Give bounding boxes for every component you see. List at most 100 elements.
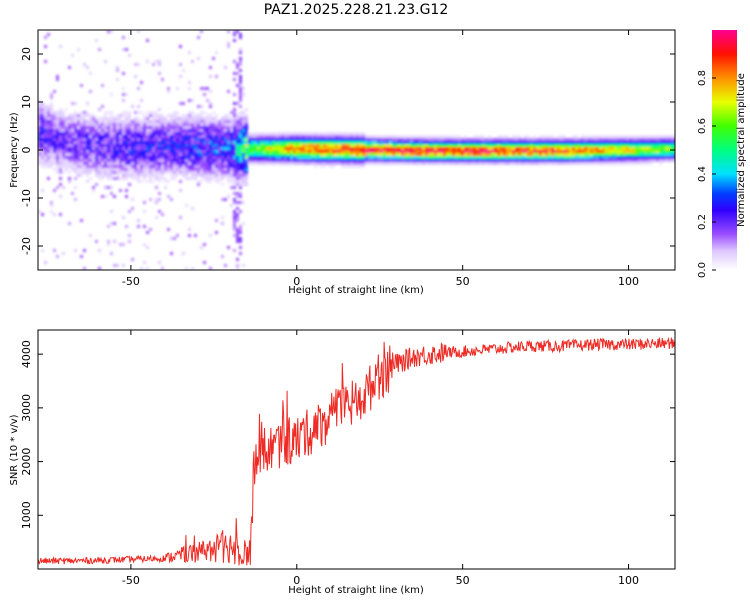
- heatmap-cell: [242, 153, 245, 156]
- heatmap-cell: [521, 138, 524, 141]
- heatmap-cell: [101, 129, 104, 132]
- heatmap-cell: [47, 120, 50, 123]
- heatmap-cell: [302, 135, 305, 138]
- heatmap-cell: [308, 147, 311, 150]
- heatmap-cell: [479, 138, 482, 141]
- heatmap-cell: [572, 159, 575, 162]
- heatmap-cell: [200, 165, 203, 168]
- heatmap-cell: [353, 138, 356, 141]
- heatmap-cell: [137, 177, 140, 180]
- heatmap-cell: [641, 150, 644, 153]
- heatmap-cell: [158, 162, 161, 165]
- heatmap-cell: [185, 144, 188, 147]
- heatmap-cell: [248, 135, 251, 138]
- heatmap-cell: [59, 117, 62, 120]
- heatmap-cell: [563, 156, 566, 159]
- heatmap-cell: [122, 168, 125, 171]
- heatmap-cell: [209, 138, 212, 141]
- heatmap-cell: [152, 138, 155, 141]
- heatmap-cell: [650, 141, 653, 144]
- heatmap-cell: [659, 135, 662, 138]
- heatmap-cell: [44, 117, 47, 120]
- heatmap-cell: [197, 180, 200, 183]
- heatmap-cell: [383, 135, 386, 138]
- heatmap-cell: [209, 105, 212, 108]
- heatmap-cell: [275, 156, 278, 159]
- heatmap-cell: [587, 141, 590, 144]
- heatmap-cell: [272, 141, 275, 144]
- heatmap-cell: [401, 153, 404, 156]
- heatmap-cell: [221, 222, 224, 225]
- heatmap-cell: [476, 150, 479, 153]
- heatmap-cell: [545, 138, 548, 141]
- heatmap-cell: [650, 153, 653, 156]
- heatmap-cell: [239, 171, 242, 174]
- heatmap-cell: [62, 114, 65, 117]
- heatmap-cell: [491, 153, 494, 156]
- heatmap-cell: [242, 138, 245, 141]
- heatmap-cell: [242, 201, 245, 204]
- heatmap-cell: [107, 144, 110, 147]
- heatmap-cell: [317, 156, 320, 159]
- heatmap-cell: [218, 156, 221, 159]
- heatmap-cell: [248, 153, 251, 156]
- heatmap-cell: [515, 135, 518, 138]
- heatmap-cell: [587, 138, 590, 141]
- heatmap-cell: [173, 168, 176, 171]
- heatmap-cell: [215, 129, 218, 132]
- heatmap-cell: [662, 147, 665, 150]
- heatmap-cell: [173, 123, 176, 126]
- x-axis-label-bottom: Height of straight line (km): [288, 585, 424, 596]
- heatmap-cell: [158, 174, 161, 177]
- heatmap-cell: [389, 153, 392, 156]
- heatmap-cell: [239, 174, 242, 177]
- heatmap-cell: [221, 123, 224, 126]
- heatmap-cell: [557, 156, 560, 159]
- heatmap-cell: [200, 171, 203, 174]
- heatmap-cell: [329, 144, 332, 147]
- heatmap-cell: [347, 159, 350, 162]
- heatmap-cell: [425, 159, 428, 162]
- heatmap-cell: [557, 144, 560, 147]
- heatmap-cell: [74, 198, 77, 201]
- heatmap-cell: [662, 150, 665, 153]
- heatmap-cell: [476, 153, 479, 156]
- heatmap-cell: [233, 201, 236, 204]
- heatmap-cell: [617, 156, 620, 159]
- heatmap-cell: [293, 162, 296, 165]
- heatmap-cell: [167, 132, 170, 135]
- heatmap-cell: [137, 180, 140, 183]
- heatmap-cell: [491, 159, 494, 162]
- heatmap-cell: [377, 141, 380, 144]
- heatmap-cell: [236, 228, 239, 231]
- heatmap-cell: [155, 159, 158, 162]
- heatmap-cell: [572, 135, 575, 138]
- heatmap-cell: [110, 171, 113, 174]
- heatmap-cell: [155, 114, 158, 117]
- heatmap-cell: [644, 153, 647, 156]
- heatmap-cell: [644, 147, 647, 150]
- heatmap-cell: [344, 159, 347, 162]
- heatmap-cell: [635, 159, 638, 162]
- heatmap-cell: [281, 150, 284, 153]
- heatmap-cell: [56, 144, 59, 147]
- heatmap-cell: [182, 114, 185, 117]
- heatmap-cell: [101, 171, 104, 174]
- heatmap-cell: [77, 147, 80, 150]
- heatmap-cell: [119, 153, 122, 156]
- heatmap-cell: [38, 108, 41, 111]
- heatmap-cell: [392, 144, 395, 147]
- heatmap-cell: [56, 159, 59, 162]
- heatmap-cell: [65, 144, 68, 147]
- heatmap-cell: [164, 165, 167, 168]
- heatmap-cell: [203, 171, 206, 174]
- heatmap-cell: [539, 144, 542, 147]
- heatmap-cell: [404, 141, 407, 144]
- heatmap-cell: [167, 195, 170, 198]
- heatmap-cell: [194, 123, 197, 126]
- heatmap-cell: [632, 162, 635, 165]
- heatmap-cell: [455, 150, 458, 153]
- heatmap-cell: [653, 138, 656, 141]
- heatmap-cell: [521, 153, 524, 156]
- heatmap-cell: [116, 156, 119, 159]
